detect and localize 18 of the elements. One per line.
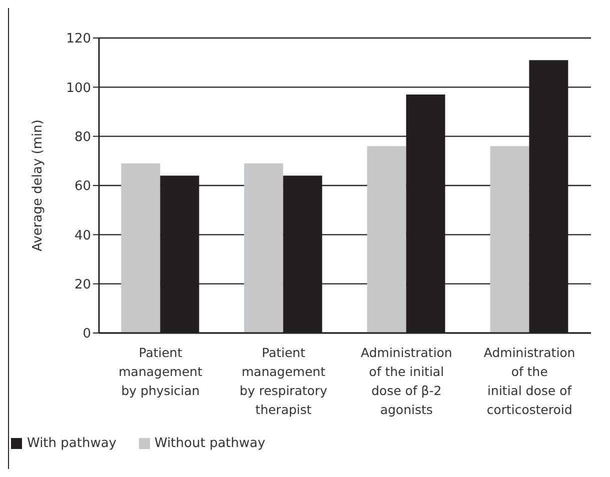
legend-label: With pathway	[26, 436, 116, 451]
legend-label: Without pathway	[154, 436, 266, 451]
x-tick-label: Patient management by respiratory therapist	[240, 345, 328, 417]
x-tick-label: Administration of the initial dose of corticosteroid	[484, 345, 576, 417]
y-tick-label: 60	[74, 179, 91, 194]
x-tick-label: Patient management by physician	[118, 345, 202, 398]
bar	[367, 146, 406, 333]
y-axis-title: Average delay (min)	[30, 120, 46, 252]
y-tick-label: 0	[82, 326, 91, 342]
bar	[244, 163, 284, 333]
x-tick-label: Administration of the initial dose of β-2 agonists	[360, 345, 452, 417]
y-tick-label: 120	[66, 32, 91, 47]
y-tick-label: 20	[74, 277, 91, 292]
bar	[121, 163, 160, 333]
bar	[490, 146, 530, 333]
y-tick-label: 100	[66, 80, 91, 96]
y-tick-label: 40	[74, 228, 91, 244]
y-tick-label: 80	[74, 130, 91, 145]
